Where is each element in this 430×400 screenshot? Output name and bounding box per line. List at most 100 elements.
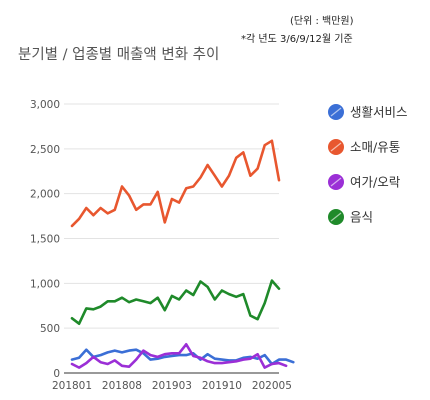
data-point-소매-유통	[113, 208, 116, 211]
x-tick-label: 201808	[102, 380, 142, 392]
data-point-소매-유통	[235, 156, 238, 159]
y-tick-label: 1,500	[30, 234, 60, 246]
x-tick-label: 201903	[152, 380, 192, 392]
data-point-여가-오락	[92, 355, 95, 358]
chart-title: 분기별 / 업종별 매출액 변화 추이	[18, 47, 220, 63]
data-point-여가-오락	[278, 362, 280, 365]
data-point-음식	[228, 293, 230, 295]
data-point-생활서비스	[156, 357, 159, 360]
data-point-소매-유통	[149, 203, 152, 206]
y-tick-label: 0	[53, 368, 60, 380]
legend-item-여가-오락[interactable]: 여가/오락	[328, 174, 401, 190]
x-tick-label: 201801	[52, 380, 92, 392]
data-point-여가-오락	[163, 353, 166, 356]
legend-label: 여가/오락	[350, 175, 401, 190]
data-point-음식	[71, 317, 73, 320]
data-point-생활서비스	[135, 348, 138, 351]
data-point-음식	[135, 298, 138, 301]
data-point-소매-유통	[220, 185, 223, 188]
data-point-음식	[235, 295, 238, 298]
data-point-소매-유통	[213, 174, 216, 177]
data-point-음식	[213, 298, 216, 301]
series-lines	[70, 139, 295, 369]
data-point-소매-유통	[249, 174, 252, 177]
data-point-소매-유통	[242, 151, 245, 154]
data-point-생활서비스	[242, 356, 245, 359]
data-point-생활서비스	[206, 353, 209, 356]
data-point-여가-오락	[113, 359, 116, 362]
data-point-생활서비스	[149, 358, 152, 361]
data-point-소매-유통	[192, 185, 195, 188]
data-point-음식	[121, 296, 123, 299]
data-point-생활서비스	[121, 351, 123, 354]
data-point-소매-유통	[135, 208, 138, 211]
data-point-소매-유통	[163, 221, 166, 224]
data-point-소매-유통	[178, 201, 180, 204]
data-point-여가-오락	[235, 360, 238, 363]
data-point-음식	[149, 302, 152, 304]
data-point-음식	[263, 302, 266, 304]
data-point-음식	[192, 294, 195, 296]
data-point-생활서비스	[171, 355, 173, 357]
data-point-여가-오락	[99, 361, 102, 364]
data-point-생활서비스	[163, 355, 166, 358]
data-point-소매-유통	[121, 185, 123, 188]
y-axis-ticks: 0 500 1,000 1,500 2,000 2,500 3,000	[30, 99, 60, 380]
data-point-소매-유통	[228, 174, 230, 177]
data-point-음식	[92, 308, 95, 311]
data-point-소매-유통	[156, 190, 159, 193]
data-point-생활서비스	[213, 357, 216, 360]
y-tick-label: 2,500	[30, 144, 60, 156]
legend-label: 생활서비스	[350, 105, 408, 120]
data-point-소매-유통	[128, 194, 131, 197]
data-point-여가-오락	[285, 364, 288, 367]
data-point-생활서비스	[78, 356, 81, 359]
data-point-생활서비스	[220, 358, 223, 361]
data-point-여가-오락	[213, 362, 216, 365]
legend-label: 음식	[350, 210, 373, 225]
data-point-여가-오락	[228, 361, 230, 364]
data-point-여가-오락	[270, 363, 273, 365]
data-point-음식	[171, 294, 173, 297]
data-point-여가-오락	[78, 366, 81, 369]
data-point-음식	[113, 300, 116, 303]
data-point-음식	[278, 287, 280, 290]
legend-item-생활서비스[interactable]: 생활서비스	[328, 104, 408, 120]
data-point-생활서비스	[99, 354, 102, 356]
data-point-여가-오락	[128, 365, 131, 368]
y-tick-label: 3,000	[30, 99, 60, 111]
data-point-소매-유통	[92, 214, 95, 217]
data-point-생활서비스	[85, 348, 88, 351]
data-point-음식	[220, 289, 223, 292]
data-point-소매-유통	[106, 212, 109, 215]
y-tick-label: 2,000	[30, 189, 60, 201]
data-point-여가-오락	[206, 360, 209, 363]
data-point-음식	[256, 318, 259, 321]
data-point-소매-유통	[171, 198, 173, 200]
legend-item-음식[interactable]: 음식	[328, 209, 373, 225]
data-point-음식	[249, 314, 252, 317]
data-point-음식	[199, 280, 202, 283]
data-point-소매-유통	[270, 139, 273, 142]
legend-item-소매-유통[interactable]: 소매/유통	[328, 139, 400, 155]
data-point-생활서비스	[292, 361, 295, 364]
data-point-소매-유통	[185, 187, 188, 190]
x-tick-label: 201910	[202, 380, 242, 392]
data-point-여가-오락	[199, 356, 202, 359]
data-point-여가-오락	[256, 353, 259, 356]
data-point-여가-오락	[71, 363, 73, 365]
data-point-생활서비스	[71, 358, 73, 361]
data-point-여가-오락	[242, 358, 245, 361]
data-point-음식	[99, 305, 102, 308]
data-point-소매-유통	[78, 217, 81, 220]
grid-lines	[64, 103, 279, 374]
data-point-생활서비스	[178, 354, 180, 356]
data-point-소매-유통	[206, 164, 209, 166]
data-point-여가-오락	[178, 352, 180, 355]
basis-note: *각 년도 3/6/9/12월 기준	[241, 34, 353, 45]
data-point-음식	[178, 298, 180, 301]
x-tick-label: 202005	[252, 380, 292, 392]
data-point-음식	[78, 322, 81, 325]
data-point-여가-오락	[249, 357, 252, 360]
